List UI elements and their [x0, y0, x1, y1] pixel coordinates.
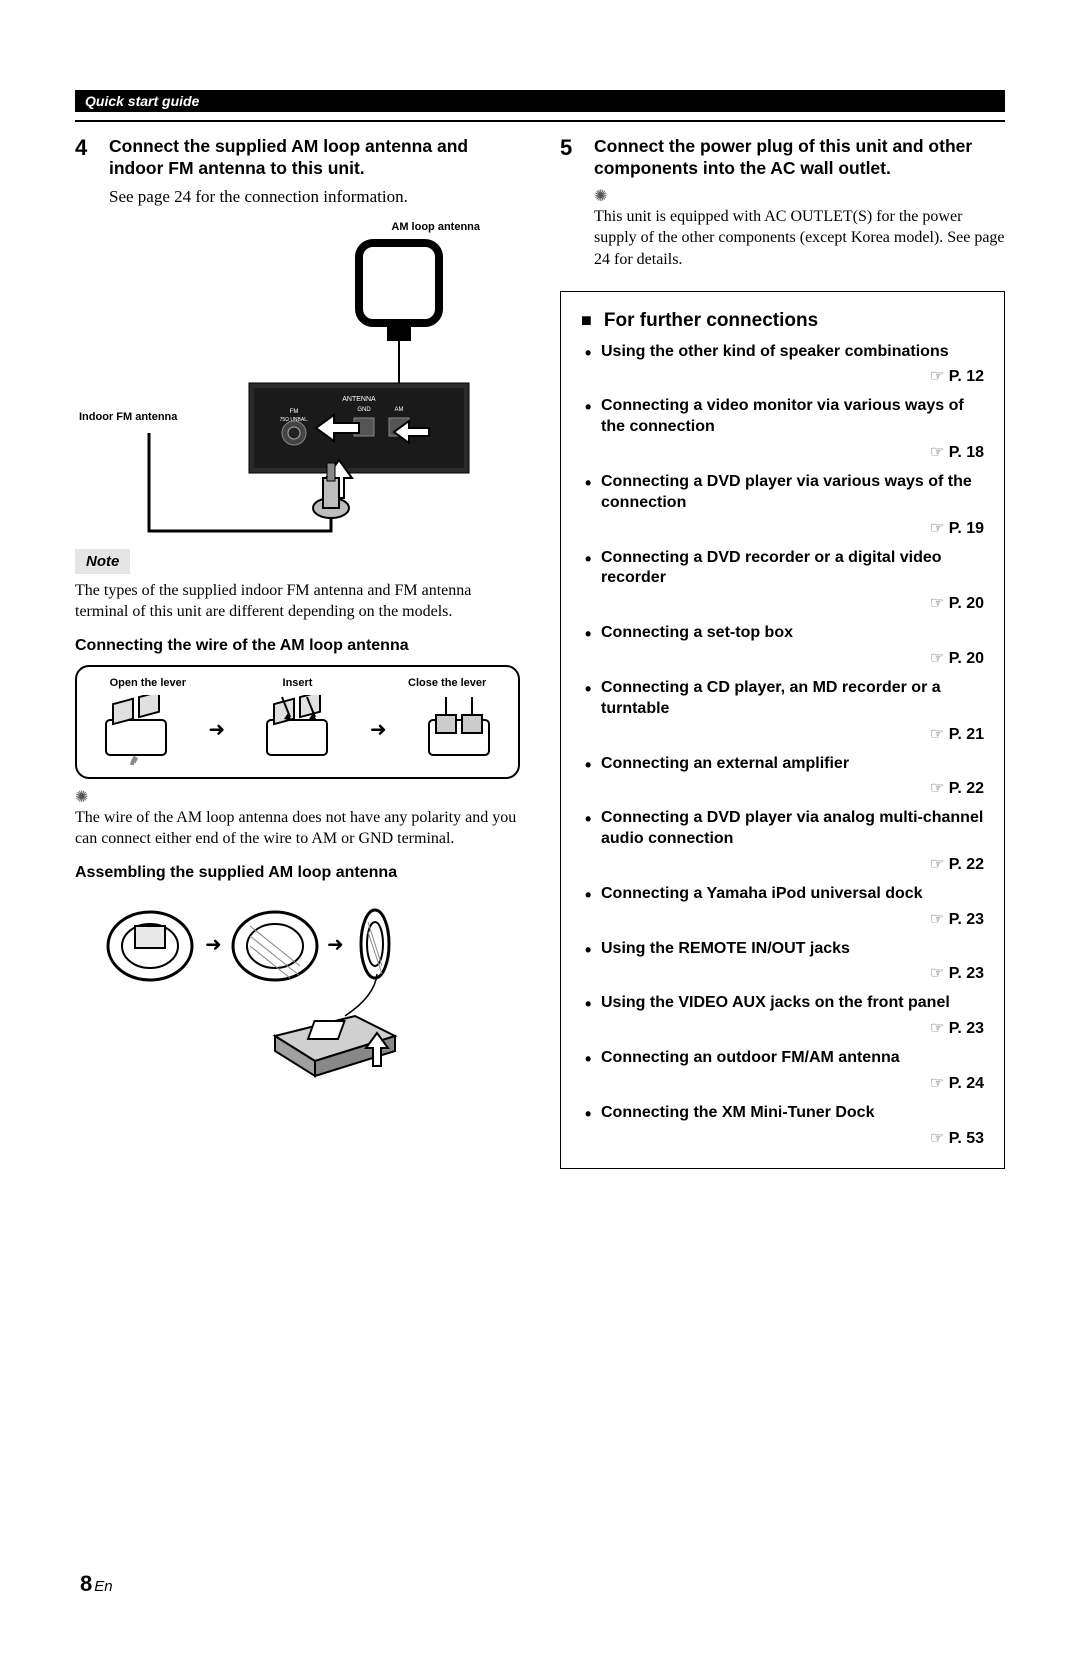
step-4-number: 4: [75, 136, 95, 533]
further-item-text: Connecting the XM Mini-Tuner Dock: [601, 1104, 874, 1121]
further-item-text: Connecting an outdoor FM/AM antenna: [601, 1049, 900, 1066]
wire-heading: Connecting the wire of the AM loop anten…: [75, 637, 520, 655]
further-item-text: Connecting a DVD player via analog multi…: [601, 809, 983, 847]
further-item-page: P. 20: [581, 593, 984, 613]
wire-step-3-icon: [414, 695, 504, 765]
further-item-page: P. 23: [581, 909, 984, 929]
arrow-icon: [370, 717, 387, 742]
further-item-text: Connecting a Yamaha iPod universal dock: [601, 885, 923, 902]
svg-text:GND: GND: [357, 407, 371, 413]
wire-tip-text: The wire of the AM loop antenna does not…: [75, 807, 520, 850]
svg-text:FM: FM: [290, 409, 299, 415]
further-item-text: Connecting a DVD recorder or a digital v…: [601, 549, 942, 587]
further-item-page: P. 23: [581, 963, 984, 983]
further-item: Connecting an outdoor FM/AM antenna: [581, 1048, 984, 1069]
svg-text:➜: ➜: [327, 934, 344, 956]
further-item-page: P. 23: [581, 1018, 984, 1038]
further-item-page: P. 21: [581, 724, 984, 744]
further-item-page: P. 24: [581, 1073, 984, 1093]
wire-label-insert: Insert: [241, 677, 355, 689]
further-item-text: Connecting a CD player, an MD recorder o…: [601, 679, 941, 717]
further-item-text: Connecting a set-top box: [601, 624, 793, 641]
page-footer: 8En: [80, 1571, 113, 1597]
step-5-tip-icon: [594, 186, 1005, 206]
further-item-page: P. 12: [581, 366, 984, 386]
further-item-text: Using the other kind of speaker combinat…: [601, 343, 949, 360]
step-5-number: 5: [560, 136, 580, 271]
further-item-text: Using the VIDEO AUX jacks on the front p…: [601, 994, 950, 1011]
wire-label-open: Open the lever: [91, 677, 205, 689]
step-5-tip: This unit is equipped with AC OUTLET(S) …: [594, 206, 1005, 271]
wire-tip: [75, 787, 520, 807]
assemble-figure: ➜ ➜: [75, 888, 520, 1096]
antenna-figure: AM loop antenna ANTENNA FM 75Ω UNBAL. GN…: [109, 221, 520, 533]
further-item: Using the REMOTE IN/OUT jacks: [581, 939, 984, 960]
further-item: Connecting a CD player, an MD recorder o…: [581, 678, 984, 720]
wire-label-close: Close the lever: [390, 677, 504, 689]
step-5: 5 Connect the power plug of this unit an…: [560, 136, 1005, 271]
guide-label: Quick start guide: [85, 93, 199, 109]
further-item-text: Connecting a video monitor via various w…: [601, 397, 964, 435]
further-item-page: P. 22: [581, 778, 984, 798]
right-column: 5 Connect the power plug of this unit an…: [560, 136, 1005, 1169]
assemble-diagram: ➜ ➜: [95, 896, 455, 1096]
further-item: Connecting a DVD player via analog multi…: [581, 808, 984, 850]
further-item-text: Using the REMOTE IN/OUT jacks: [601, 940, 850, 957]
further-item: Connecting a Yamaha iPod universal dock: [581, 884, 984, 905]
step-4-body: Connect the supplied AM loop antenna and…: [109, 136, 520, 533]
wire-step-2-icon: [252, 695, 342, 765]
further-item-page: P. 19: [581, 518, 984, 538]
further-item-page: P. 53: [581, 1128, 984, 1148]
antenna-diagram: ANTENNA FM 75Ω UNBAL. GND AM: [109, 233, 489, 533]
arrow-icon: [208, 717, 225, 742]
further-item-text: Connecting an external amplifier: [601, 755, 849, 772]
page-number: 8: [80, 1571, 92, 1596]
further-item: Connecting a set-top box: [581, 623, 984, 644]
further-item: Using the VIDEO AUX jacks on the front p…: [581, 993, 984, 1014]
top-rule: [75, 120, 1005, 122]
wire-step-1-icon: [91, 695, 181, 765]
wire-labels-row: Open the lever Insert Close the lever: [91, 677, 504, 689]
page-lang: En: [94, 1578, 112, 1595]
further-item-text: Connecting a DVD player via various ways…: [601, 473, 972, 511]
note-badge: Note: [75, 549, 130, 574]
further-item-page: P. 18: [581, 442, 984, 462]
header-bar: Quick start guide: [75, 90, 1005, 112]
step-5-body: Connect the power plug of this unit and …: [594, 136, 1005, 271]
step-5-title: Connect the power plug of this unit and …: [594, 136, 1005, 180]
tip-icon: [75, 789, 92, 806]
fm-label: Indoor FM antenna: [79, 411, 177, 423]
further-item: Connecting a DVD player via various ways…: [581, 472, 984, 514]
step-4: 4 Connect the supplied AM loop antenna a…: [75, 136, 520, 533]
further-title: For further connections: [581, 310, 984, 332]
further-connections-box: For further connections Using the other …: [560, 291, 1005, 1169]
step-4-text: See page 24 for the connection informati…: [109, 186, 520, 209]
am-loop-label: AM loop antenna: [109, 221, 520, 233]
note-text: The types of the supplied indoor FM ante…: [75, 580, 520, 623]
further-item: Connecting a DVD recorder or a digital v…: [581, 548, 984, 590]
svg-text:AM: AM: [395, 407, 404, 413]
further-item: Using the other kind of speaker combinat…: [581, 342, 984, 363]
tip-icon: [594, 188, 611, 205]
further-item: Connecting a video monitor via various w…: [581, 396, 984, 438]
left-column: 4 Connect the supplied AM loop antenna a…: [75, 136, 520, 1169]
further-item: Connecting an external amplifier: [581, 754, 984, 775]
wire-diagram-box: Open the lever Insert Close the lever: [75, 665, 520, 779]
further-item-page: P. 22: [581, 854, 984, 874]
further-item: Connecting the XM Mini-Tuner Dock: [581, 1103, 984, 1124]
wire-icons-row: [91, 695, 504, 765]
content-columns: 4 Connect the supplied AM loop antenna a…: [75, 136, 1005, 1169]
svg-text:ANTENNA: ANTENNA: [342, 396, 376, 403]
svg-text:➜: ➜: [205, 934, 222, 956]
step-4-title: Connect the supplied AM loop antenna and…: [109, 136, 520, 180]
further-item-page: P. 20: [581, 648, 984, 668]
assemble-heading: Assembling the supplied AM loop antenna: [75, 864, 520, 882]
